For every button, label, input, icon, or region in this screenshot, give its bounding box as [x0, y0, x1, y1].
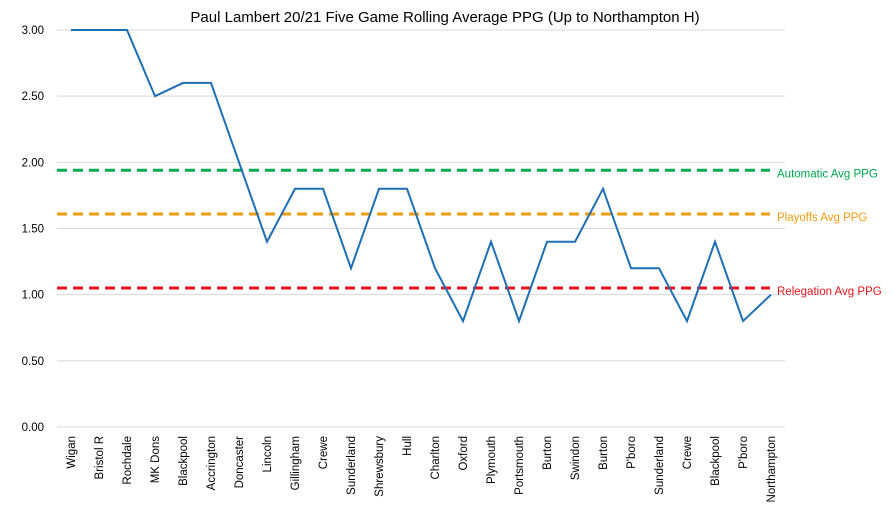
x-tick-label: Shrewsbury [374, 436, 386, 497]
x-axis-tick-labels: Wigan Bristol R Rochdale MK Dons Blackpool Ac… [66, 436, 778, 503]
x-tick-label: Northampton [766, 436, 778, 502]
x-tick-label: P'boro [738, 436, 750, 469]
x-tick-label: Sunderland [346, 436, 358, 495]
reference-line-label: Automatic Avg PPG [777, 168, 878, 180]
reference-lines: Automatic Avg PPG Playoffs Avg PPG Relegat… [57, 168, 882, 298]
x-tick-label: Burton [542, 436, 554, 470]
x-tick-label: Rochdale [122, 436, 134, 485]
x-tick-label: Burton [598, 436, 610, 470]
y-tick-label: 0.00 [22, 422, 44, 434]
x-tick-label: Doncaster [234, 436, 246, 489]
y-tick-label: 1.50 [22, 224, 44, 236]
y-tick-label: 0.50 [22, 356, 44, 368]
y-tick-label: 2.00 [22, 157, 44, 169]
x-tick-label: Lincoln [262, 436, 274, 472]
x-tick-label: Crewe [682, 436, 694, 469]
series-lines [71, 30, 771, 321]
x-tick-label: MK Dons [150, 436, 162, 484]
x-tick-label: Sunderland [654, 436, 666, 495]
y-tick-label: 3.00 [22, 25, 44, 37]
x-tick-label: Blackpool [710, 436, 722, 486]
y-axis-tick-labels: 0.00 0.50 1.00 1.50 2.00 2.50 3.00 [22, 25, 44, 434]
x-tick-label: Oxford [458, 436, 470, 471]
x-tick-label: Charlton [430, 436, 442, 479]
x-tick-label: Accrington [206, 436, 218, 490]
y-tick-label: 1.00 [22, 290, 44, 302]
x-tick-label: Wigan [66, 436, 78, 469]
x-tick-label: P'boro [626, 436, 638, 469]
reference-line-label: Playoffs Avg PPG [777, 212, 867, 224]
x-tick-label: Swindon [570, 436, 582, 480]
reference-line-label: Relegation Avg PPG [777, 286, 882, 298]
x-tick-label: Bristol R [94, 436, 106, 479]
x-tick-label: Gillingham [290, 436, 302, 490]
x-tick-label: Crewe [318, 436, 330, 469]
x-tick-label: Portsmouth [514, 436, 526, 495]
x-tick-label: Blackpool [178, 436, 190, 486]
x-tick-label: Plymouth [486, 436, 498, 484]
series-line [71, 30, 771, 321]
x-tick-label: Hull [402, 436, 414, 456]
chart-title: Paul Lambert 20/21 Five Game Rolling Ave… [190, 9, 699, 26]
y-tick-label: 2.50 [22, 91, 44, 103]
